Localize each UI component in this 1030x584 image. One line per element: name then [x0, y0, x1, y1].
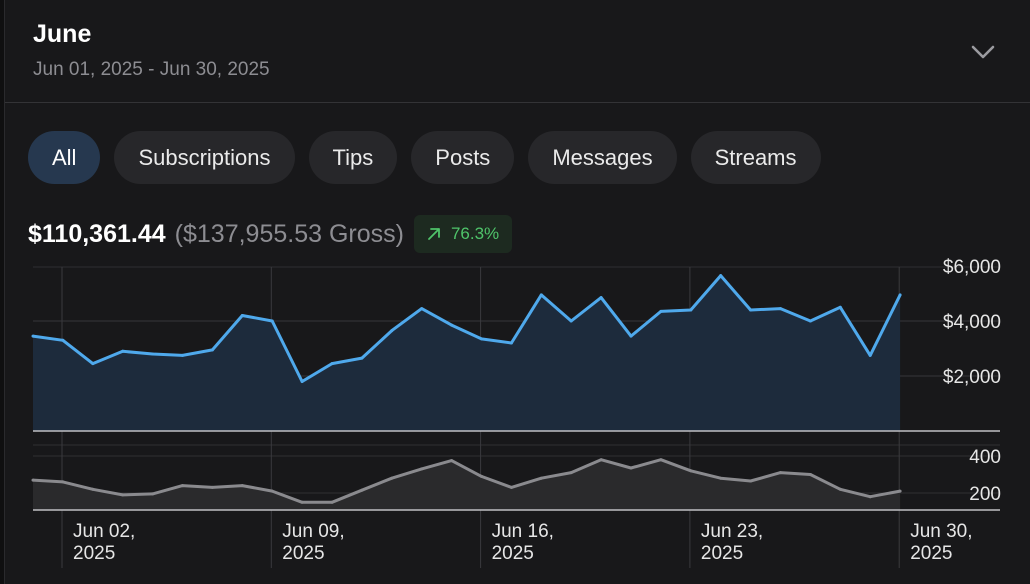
count-point — [390, 476, 394, 480]
earnings-point — [121, 349, 125, 353]
count-point — [210, 485, 214, 489]
count-point — [629, 466, 633, 470]
count-area — [33, 459, 901, 510]
count-point — [689, 469, 693, 473]
tab-all[interactable]: All — [28, 131, 101, 184]
earnings-point — [450, 323, 454, 327]
category-tabs: All Subscriptions Tips Posts Messages St… — [28, 131, 821, 184]
earnings-point — [808, 319, 812, 323]
count-point — [898, 489, 902, 493]
period-header[interactable]: June Jun 01, 2025 - Jun 30, 2025 — [5, 0, 1030, 103]
earnings-line — [32, 274, 902, 383]
earnings-point — [659, 309, 663, 313]
earnings-point — [300, 380, 304, 383]
count-point — [270, 489, 274, 493]
earnings-point — [749, 308, 753, 312]
count-point — [420, 467, 424, 471]
count-point — [450, 459, 454, 463]
count-point — [509, 485, 513, 489]
tab-messages[interactable]: Messages — [528, 131, 677, 184]
count-point — [868, 495, 872, 499]
count-point — [61, 480, 65, 484]
earnings-point — [61, 338, 65, 342]
count-point — [480, 474, 483, 478]
earnings-point — [689, 308, 693, 312]
y-tick-label: $4,000 — [943, 312, 1001, 333]
x-tick-label: Jun 30, — [910, 521, 972, 542]
earnings-point — [91, 362, 95, 366]
tab-tips[interactable]: Tips — [308, 131, 398, 184]
chevron-down-icon[interactable] — [969, 38, 997, 66]
arrow-up-right-icon — [428, 228, 440, 240]
change-badge: 76.3% — [413, 215, 513, 253]
tab-subscriptions[interactable]: Subscriptions — [114, 131, 295, 184]
earnings-point — [151, 352, 155, 356]
earnings-point — [210, 348, 214, 352]
count-line — [32, 458, 901, 504]
date-range: Jun 01, 2025 - Jun 30, 2025 — [33, 59, 270, 80]
tab-streams[interactable]: Streams — [690, 131, 821, 184]
count-point — [659, 458, 663, 462]
count-point — [330, 500, 334, 504]
count-point — [599, 458, 603, 462]
count-point — [838, 487, 842, 491]
earnings-point — [360, 356, 364, 360]
earnings-point — [509, 341, 513, 345]
count-tick-label: 200 — [969, 484, 1001, 505]
x-tick-label: Jun 23, — [701, 521, 763, 542]
earnings-point — [270, 319, 274, 323]
count-point — [719, 476, 723, 480]
earnings-point — [181, 353, 184, 357]
count-point — [151, 492, 155, 496]
y-tick-label: $2,000 — [943, 367, 1001, 388]
earnings-point — [31, 334, 35, 338]
period-title: June — [33, 20, 92, 48]
earnings-point — [420, 307, 424, 311]
count-point — [240, 484, 244, 488]
count-point — [539, 476, 543, 480]
count-point — [808, 473, 812, 476]
earnings-summary: $110,361.44 ($137,955.53 Gross) 76.3% — [28, 215, 513, 253]
count-point — [749, 479, 753, 483]
earnings-point — [629, 334, 633, 338]
earnings-point — [539, 293, 543, 297]
earnings-area — [33, 275, 901, 431]
tab-posts[interactable]: Posts — [411, 131, 515, 184]
count-point — [300, 500, 304, 504]
earnings-point — [719, 274, 723, 278]
x-tick-label: Jun 16, — [492, 521, 554, 542]
earnings-point — [569, 319, 573, 323]
gross-earnings: ($137,955.53 Gross) — [174, 219, 404, 248]
earnings-point — [599, 296, 603, 300]
count-point — [31, 478, 35, 482]
earnings-point — [390, 329, 394, 333]
net-earnings: $110,361.44 — [28, 219, 166, 248]
x-tick-label: 2025 — [701, 543, 743, 564]
count-point — [121, 493, 125, 497]
earnings-point — [779, 307, 782, 311]
x-tick-label: 2025 — [282, 543, 324, 564]
count-tick-label: 400 — [969, 447, 1001, 468]
earnings-point — [898, 293, 902, 297]
count-point — [569, 471, 573, 475]
earnings-point — [868, 353, 872, 357]
count-point — [91, 487, 95, 491]
y-tick-label: $6,000 — [943, 257, 1001, 278]
earnings-point — [240, 314, 244, 317]
x-tick-label: 2025 — [910, 543, 952, 564]
earnings-point — [330, 362, 334, 366]
earnings-point — [480, 337, 483, 341]
earnings-point — [838, 305, 842, 309]
x-tick-label: Jun 09, — [282, 521, 344, 542]
count-point — [181, 484, 184, 488]
count-point — [360, 488, 364, 492]
x-tick-label: Jun 02, — [73, 521, 135, 542]
x-tick-label: 2025 — [492, 543, 534, 564]
change-percent: 76.3% — [450, 224, 500, 243]
x-tick-label: 2025 — [73, 543, 115, 564]
count-point — [779, 471, 782, 475]
